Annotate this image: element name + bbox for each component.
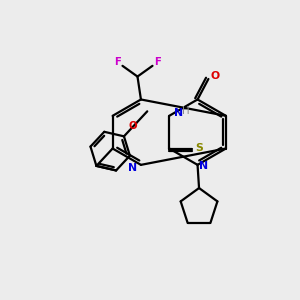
Text: N: N [199, 161, 208, 171]
Text: N: N [174, 108, 183, 118]
Text: O: O [210, 71, 220, 81]
Text: F: F [114, 57, 121, 67]
Text: H: H [182, 106, 190, 116]
Text: O: O [129, 121, 137, 131]
Text: F: F [154, 57, 161, 67]
Text: N: N [128, 163, 137, 173]
Text: S: S [195, 143, 203, 153]
